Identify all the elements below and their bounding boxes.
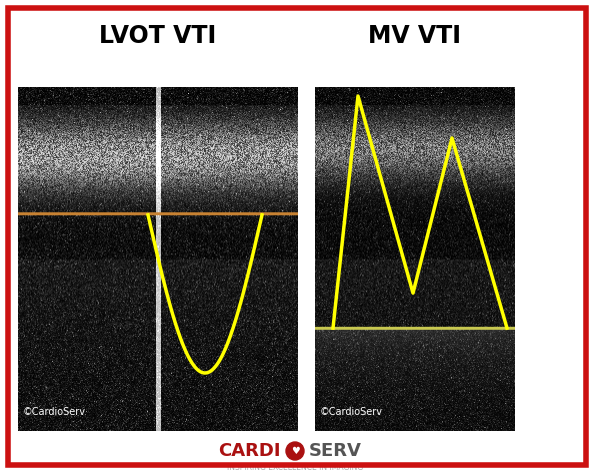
Text: INSPIRING EXCELLENCE IN IMAGING: INSPIRING EXCELLENCE IN IMAGING <box>227 463 363 472</box>
Text: LVOT VTI: LVOT VTI <box>99 24 217 48</box>
Text: ©CardioServ: ©CardioServ <box>23 407 86 417</box>
Text: CARDI: CARDI <box>219 442 281 460</box>
Text: MV VTI: MV VTI <box>368 24 462 48</box>
Text: ©CardioServ: ©CardioServ <box>320 407 383 417</box>
Text: SERV: SERV <box>309 442 362 460</box>
Circle shape <box>286 442 304 460</box>
Text: ♥: ♥ <box>290 446 299 456</box>
